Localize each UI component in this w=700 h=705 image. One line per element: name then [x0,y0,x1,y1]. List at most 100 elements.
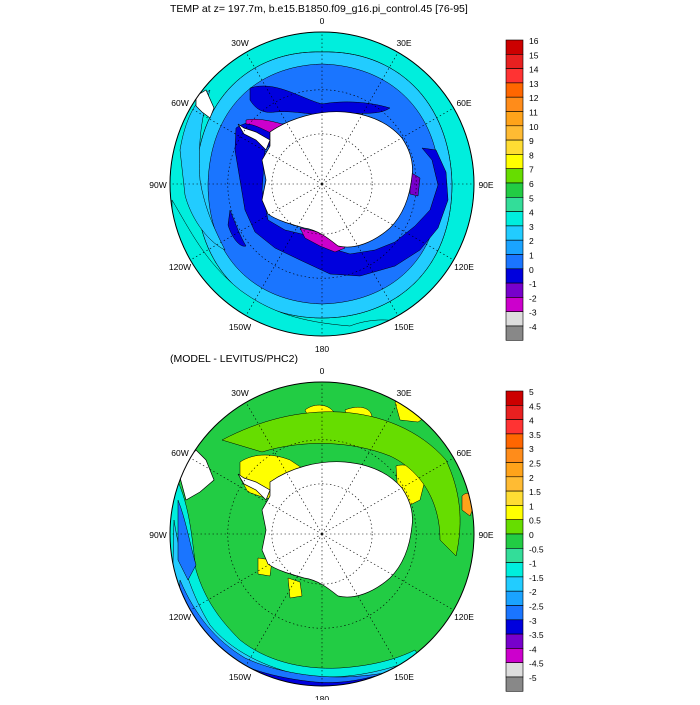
panel2-meridian-line [190,533,323,611]
panel2-colorbar-swatch [505,447,524,463]
panel1-colorbar-swatch [505,211,524,227]
panel1-colorbar-label: 4 [529,208,534,218]
panel1-colorbar-label: 10 [529,122,539,132]
panel1-meridian-line [321,183,454,261]
panel2-graticule [170,382,474,686]
panel2-colorbar-label: 2.5 [529,459,541,469]
panel2-colorbar-swatch [505,676,524,692]
panel1-lon-label: 180 [315,344,329,354]
panel1-colorbar-label: -1 [529,279,537,289]
panel2-meridian-line [321,457,454,535]
panel2-colorbar-label: 4.5 [529,401,541,411]
panel1-lon-label: 60W [171,98,188,108]
panel2-colorbar-swatch [505,605,524,621]
panel2-colorbar: 5 4.5 4 3.5 3 2.5 2 1.5 1 0.5 0 -0.5 -1 -1.5 -2 -2.5 -3 -… [505,387,544,692]
panel1-lon-label: 60E [456,98,471,108]
panel2-lon-label: 30W [231,388,248,398]
panel1-colorbar-label: -2 [529,293,537,303]
panel1-colorbar-label: 2 [529,236,534,246]
panel1-lon-label: 30E [396,38,411,48]
panel2-colorbar-swatch [505,533,524,549]
panel2-colorbar-swatch [505,648,524,664]
panel2-pacific-cyan [170,469,441,686]
panel1-colorbar-label: -4 [529,322,537,332]
panel1-antarctic-peninsula [237,123,271,151]
panel1-colorbar-swatch [505,282,524,298]
panel1-dark-blue-ross [227,209,247,247]
panel2-colorbar-label: 4 [529,416,534,426]
panel2-map-border [169,381,475,687]
panel1-colorbar-swatch [505,325,524,341]
panel2-green-light [221,411,461,557]
panel1-colorbar-label: 3 [529,222,534,232]
panel1-colorbar-label: 11 [529,108,538,118]
panel1-colorbar-swatch [505,297,524,312]
panel2-colorbar-label: -1.5 [529,573,544,583]
panel1-colorbar-swatch [505,168,524,184]
panel2-colorbar-swatch [505,490,524,506]
panel2-colorbar-label: -3.5 [529,630,544,640]
panel1-colorbar-label: 14 [529,65,539,75]
panel1-colorbar-swatch [505,239,524,255]
panel1-colorbar-swatch [505,96,524,112]
panel2-colorbar-label: -2 [529,587,537,597]
panel1-meridian-line [321,183,399,316]
panel2-lon-label: 180 [315,694,329,700]
panel2-lon-label: 90E [478,530,493,540]
panel1-colorbar-label: 0 [529,265,534,275]
panel2-meridian-line [245,402,323,535]
panel2-lon-label: 150W [229,672,251,682]
panel2-colorbar-swatch [505,633,524,649]
panel2-colorbar-label: 1 [529,501,534,511]
panel2-longitude-labels: 0 30E 60E 90E 120E 150E 180 150W 120W 90W 60W 30W [149,366,494,704]
panel1-colorbar-swatch [505,125,524,141]
panel2-meridian-line [245,533,323,666]
panel2-colorbar-swatch [505,390,524,406]
panel2-lon-label: 30E [396,388,411,398]
panel2-colorbar-label: -1 [529,559,537,569]
panel2-lon-label: 150E [394,672,414,682]
panel1-colorbar-swatch [505,254,524,270]
panel1-colorbar-label: 13 [529,79,539,89]
panel2-colorbar-label: -3 [529,616,537,626]
panel2-colorbar-label: -2.5 [529,602,544,612]
panel2-colorbar-label: -0.5 [529,544,544,554]
panel1-dark-blue-band [249,85,391,116]
panel2-antarctic-peninsula [237,473,271,501]
panel1-colorbar-swatch [505,154,524,169]
panel1-colorbar-swatch [505,268,524,284]
panel1-lon-label: 0 [320,16,325,26]
panel1-lon-label: 150E [394,322,414,332]
panel1-colorbar-swatch [505,197,524,212]
panel2-latitude-circle [271,483,373,585]
panel2-colorbar-swatch [505,505,524,520]
panel2-meridian-line [321,533,399,666]
panel2-colorbar-label: 1.5 [529,487,541,497]
panel1-colorbar-swatch [505,225,524,241]
panel2-lon-label: 90W [149,530,166,540]
panel1-graticule [170,32,474,336]
panel1-colorbar-label: 9 [529,136,534,146]
panel2-lon-label: 0 [320,366,325,376]
panel2-colorbar-label: 3 [529,444,534,454]
panel1-colorbar-swatch [505,139,524,155]
panel1-colorbar-label: 7 [529,165,534,175]
panel1-meridian-line [190,183,323,261]
panel2-colorbar-swatch [505,419,524,435]
panel2-meridian-line [190,457,323,535]
panel1-colorbar-swatch [505,53,524,69]
panel1-colorbar-swatch [505,39,524,55]
panel2-lon-label: 120E [454,612,474,622]
panel1-meridian-line [245,183,323,316]
panel2-colorbar-swatch [505,662,524,678]
panel1-meridian-line [321,107,454,185]
panel2-west-blue [177,499,197,581]
panel1-lon-label: 120W [169,262,191,272]
panel1-lon-label: 90W [149,180,166,190]
panel2-title: (MODEL - LEVITUS/PHC2) [170,353,298,365]
panel2-colorbar-label: 0 [529,530,534,540]
panel2-latitude-circle [227,439,417,629]
